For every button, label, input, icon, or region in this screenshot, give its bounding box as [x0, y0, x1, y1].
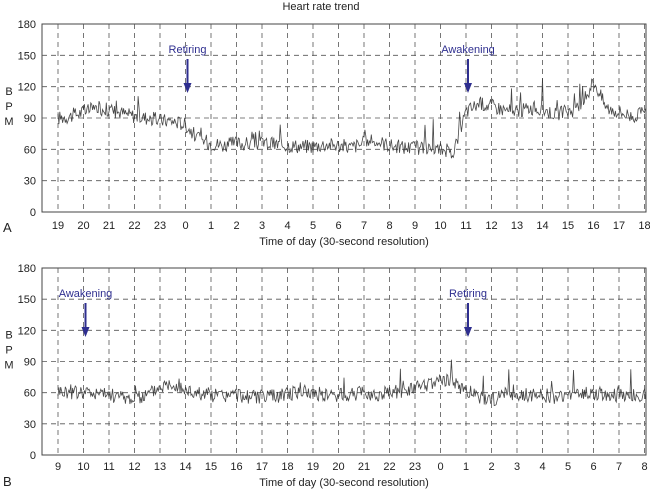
x-tick-label: 14	[536, 220, 548, 232]
chart-title: Heart rate trend	[282, 1, 359, 13]
panel-label: B	[3, 474, 12, 489]
y-tick-label: 60	[24, 388, 36, 400]
y-tick-label: 60	[24, 144, 36, 156]
x-tick-label: 21	[103, 220, 115, 232]
y-tick-label: 90	[24, 357, 36, 369]
x-tick-label: 8	[386, 220, 392, 232]
x-tick-label: 17	[613, 220, 625, 232]
x-tick-label: 6	[590, 461, 596, 473]
x-tick-label: 2	[488, 461, 494, 473]
x-tick-label: 10	[77, 461, 89, 473]
y-axis-label: B	[5, 86, 12, 98]
x-tick-label: 9	[55, 461, 61, 473]
annotation-label: Retiring	[169, 44, 207, 56]
x-tick-label: 4	[284, 220, 290, 232]
y-axis-label: B	[5, 330, 12, 342]
x-tick-label: 20	[332, 461, 344, 473]
y-tick-label: 90	[24, 113, 36, 125]
x-tick-label: 16	[587, 220, 599, 232]
y-tick-label: 150	[18, 294, 36, 306]
x-tick-label: 3	[514, 461, 520, 473]
y-axis-label: P	[5, 345, 12, 357]
y-tick-label: 0	[30, 207, 36, 219]
y-tick-label: 0	[30, 450, 36, 462]
x-axis-label: Time of day (30-second resolution)	[259, 477, 429, 489]
x-tick-label: 22	[383, 461, 395, 473]
x-tick-label: 10	[434, 220, 446, 232]
x-tick-label: 15	[562, 220, 574, 232]
x-tick-label: 15	[205, 461, 217, 473]
x-tick-label: 11	[460, 220, 471, 232]
x-tick-label: 2	[233, 220, 239, 232]
y-tick-label: 120	[18, 82, 36, 94]
x-tick-label: 12	[128, 461, 140, 473]
x-tick-label: 0	[182, 220, 188, 232]
heart-rate-trace	[57, 359, 646, 407]
arrow-down-icon	[464, 83, 472, 93]
arrow-down-icon	[183, 83, 192, 93]
y-tick-label: 180	[18, 19, 36, 31]
y-tick-label: 30	[24, 176, 36, 188]
y-tick-label: 30	[24, 419, 36, 431]
y-tick-label: 120	[18, 325, 36, 337]
x-tick-label: 13	[154, 461, 166, 473]
x-tick-label: 14	[179, 461, 191, 473]
x-tick-label: 7	[616, 461, 622, 473]
x-tick-label: 5	[310, 220, 316, 232]
x-tick-label: 9	[412, 220, 418, 232]
y-axis-label: P	[5, 101, 12, 113]
arrow-down-icon	[464, 327, 472, 337]
x-tick-label: 4	[539, 461, 545, 473]
y-tick-label: 180	[18, 263, 36, 275]
x-tick-label: 18	[281, 461, 293, 473]
x-tick-label: 7	[361, 220, 367, 232]
arrow-down-icon	[81, 327, 90, 337]
y-tick-label: 150	[18, 50, 36, 62]
y-axis-label: M	[4, 116, 13, 128]
x-tick-label: 0	[437, 461, 443, 473]
heart-rate-trace	[57, 78, 646, 159]
x-tick-label: 17	[256, 461, 268, 473]
x-tick-label: 19	[52, 220, 64, 232]
x-tick-label: 23	[154, 220, 166, 232]
x-tick-label: 8	[641, 461, 647, 473]
x-tick-label: 13	[511, 220, 523, 232]
x-tick-label: 20	[77, 220, 89, 232]
x-tick-label: 11	[103, 461, 114, 473]
x-tick-label: 12	[485, 220, 497, 232]
x-tick-label: 1	[463, 461, 469, 473]
x-tick-label: 22	[128, 220, 140, 232]
x-tick-label: 21	[358, 461, 370, 473]
panel-label: A	[3, 220, 12, 235]
x-tick-label: 3	[259, 220, 265, 232]
y-axis-label: M	[4, 360, 13, 372]
annotation-label: Awakening	[59, 288, 113, 300]
x-tick-label: 6	[335, 220, 341, 232]
annotation-label: Retiring	[449, 288, 487, 300]
x-tick-label: 1	[208, 220, 214, 232]
annotation-label: Awakening	[441, 44, 495, 56]
x-tick-label: 16	[230, 461, 242, 473]
x-tick-label: 18	[638, 220, 650, 232]
x-axis-label: Time of day (30-second resolution)	[259, 236, 429, 248]
x-tick-label: 5	[565, 461, 571, 473]
x-tick-label: 23	[409, 461, 421, 473]
x-tick-label: 19	[307, 461, 319, 473]
